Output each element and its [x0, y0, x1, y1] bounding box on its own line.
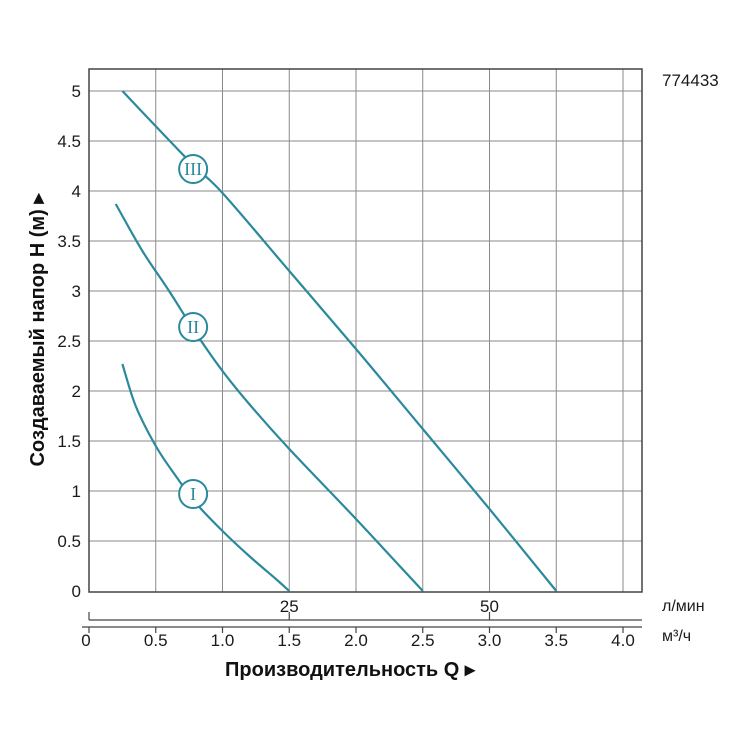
y-axis-title: Создаваемый напор H (м) ▸: [27, 193, 49, 467]
curve-label-circle: [178, 479, 209, 509]
y-tick-label: 1: [72, 482, 81, 501]
x-tick-label-m3h: 2.5: [411, 631, 435, 650]
x-tick-label-lmin: 50: [480, 597, 499, 616]
chart-grid: [82, 68, 643, 633]
article-code: 774433: [662, 71, 719, 90]
curve-label-I: I: [190, 484, 196, 504]
y-tick-label: 0: [72, 582, 81, 601]
x-tick-label-m3h: 0.5: [144, 631, 168, 650]
x-axis-title: Производительность Q ▸: [225, 659, 476, 681]
unit-m3h-label: м³/ч: [662, 628, 691, 645]
x-tick-label-m3h: 2.0: [344, 631, 368, 650]
y-tick-label: 2.5: [57, 332, 81, 351]
x-tick-label-m3h: 1.5: [277, 631, 301, 650]
y-axis-ticks: 0 0.5 1 1.5 2 2.5 3 3.5 4 4.5 5: [57, 82, 81, 601]
plot-frame: [88, 68, 643, 593]
y-tick-label: 4.5: [57, 132, 81, 151]
x-tick-label-m3h: 4.0: [611, 631, 635, 650]
curve-I: [121, 363, 291, 592]
y-tick-label: 3.5: [57, 232, 81, 251]
curve-label-circle: [178, 312, 209, 342]
y-tick-label: 0.5: [57, 532, 81, 551]
x-tick-label-m3h: 0: [81, 631, 90, 650]
curve-label-III: III: [184, 159, 202, 179]
x-axis-ticks-m3h: 0 0.5 1.0 1.5 2.0 2.5 3.0 3.5 4.0: [81, 631, 635, 650]
y-tick-label: 1.5: [57, 432, 81, 451]
curve-label-circle: [178, 154, 209, 184]
y-tick-label: 4: [72, 182, 81, 201]
y-tick-label: 2: [72, 382, 81, 401]
x-tick-label-m3h: 3.0: [478, 631, 502, 650]
y-tick-label: 3: [72, 282, 81, 301]
curve-label-II: II: [187, 317, 199, 337]
y-tick-label: 5: [72, 82, 81, 101]
x-tick-label-lmin: 25: [280, 597, 299, 616]
x-tick-label-m3h: 3.5: [544, 631, 568, 650]
curve-II: [114, 203, 424, 592]
x-axis-ticks-lmin: 25 50: [280, 597, 499, 616]
x-tick-label-m3h: 1.0: [211, 631, 235, 650]
unit-lmin-label: л/мин: [662, 598, 705, 615]
